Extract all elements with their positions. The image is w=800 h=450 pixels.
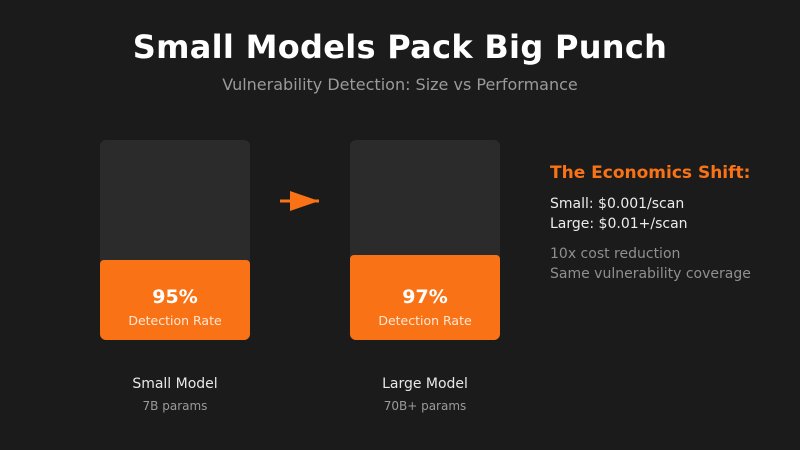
- economics-note-coverage: Same vulnerability coverage: [550, 266, 751, 282]
- large-model-bar-fill: [350, 255, 500, 340]
- small-model-rate: 95%: [152, 286, 198, 308]
- small-model-bar: [100, 140, 250, 340]
- page-title: Small Models Pack Big Punch: [132, 28, 668, 66]
- economics-title: The Economics Shift:: [550, 163, 751, 183]
- large-model-rate: 97%: [402, 286, 448, 308]
- arrow-right-icon: [280, 191, 319, 211]
- page-subtitle: Vulnerability Detection: Size vs Perform…: [222, 75, 578, 94]
- small-model-rate-label: Detection Rate: [128, 313, 222, 328]
- small-model-bar-fill: [100, 260, 250, 340]
- large-model-params: 70B+ params: [383, 399, 467, 413]
- large-model-name: Large Model: [382, 376, 468, 392]
- small-model-name: Small Model: [132, 376, 218, 392]
- economics-cost-small: Small: $0.001/scan: [550, 196, 685, 212]
- large-model-bar: [350, 140, 500, 340]
- economics-note-cost-reduction: 10x cost reduction: [550, 246, 681, 262]
- economics-cost-large: Large: $0.01+/scan: [550, 216, 688, 232]
- large-model-rate-label: Detection Rate: [378, 313, 472, 328]
- small-model-params: 7B params: [142, 399, 208, 413]
